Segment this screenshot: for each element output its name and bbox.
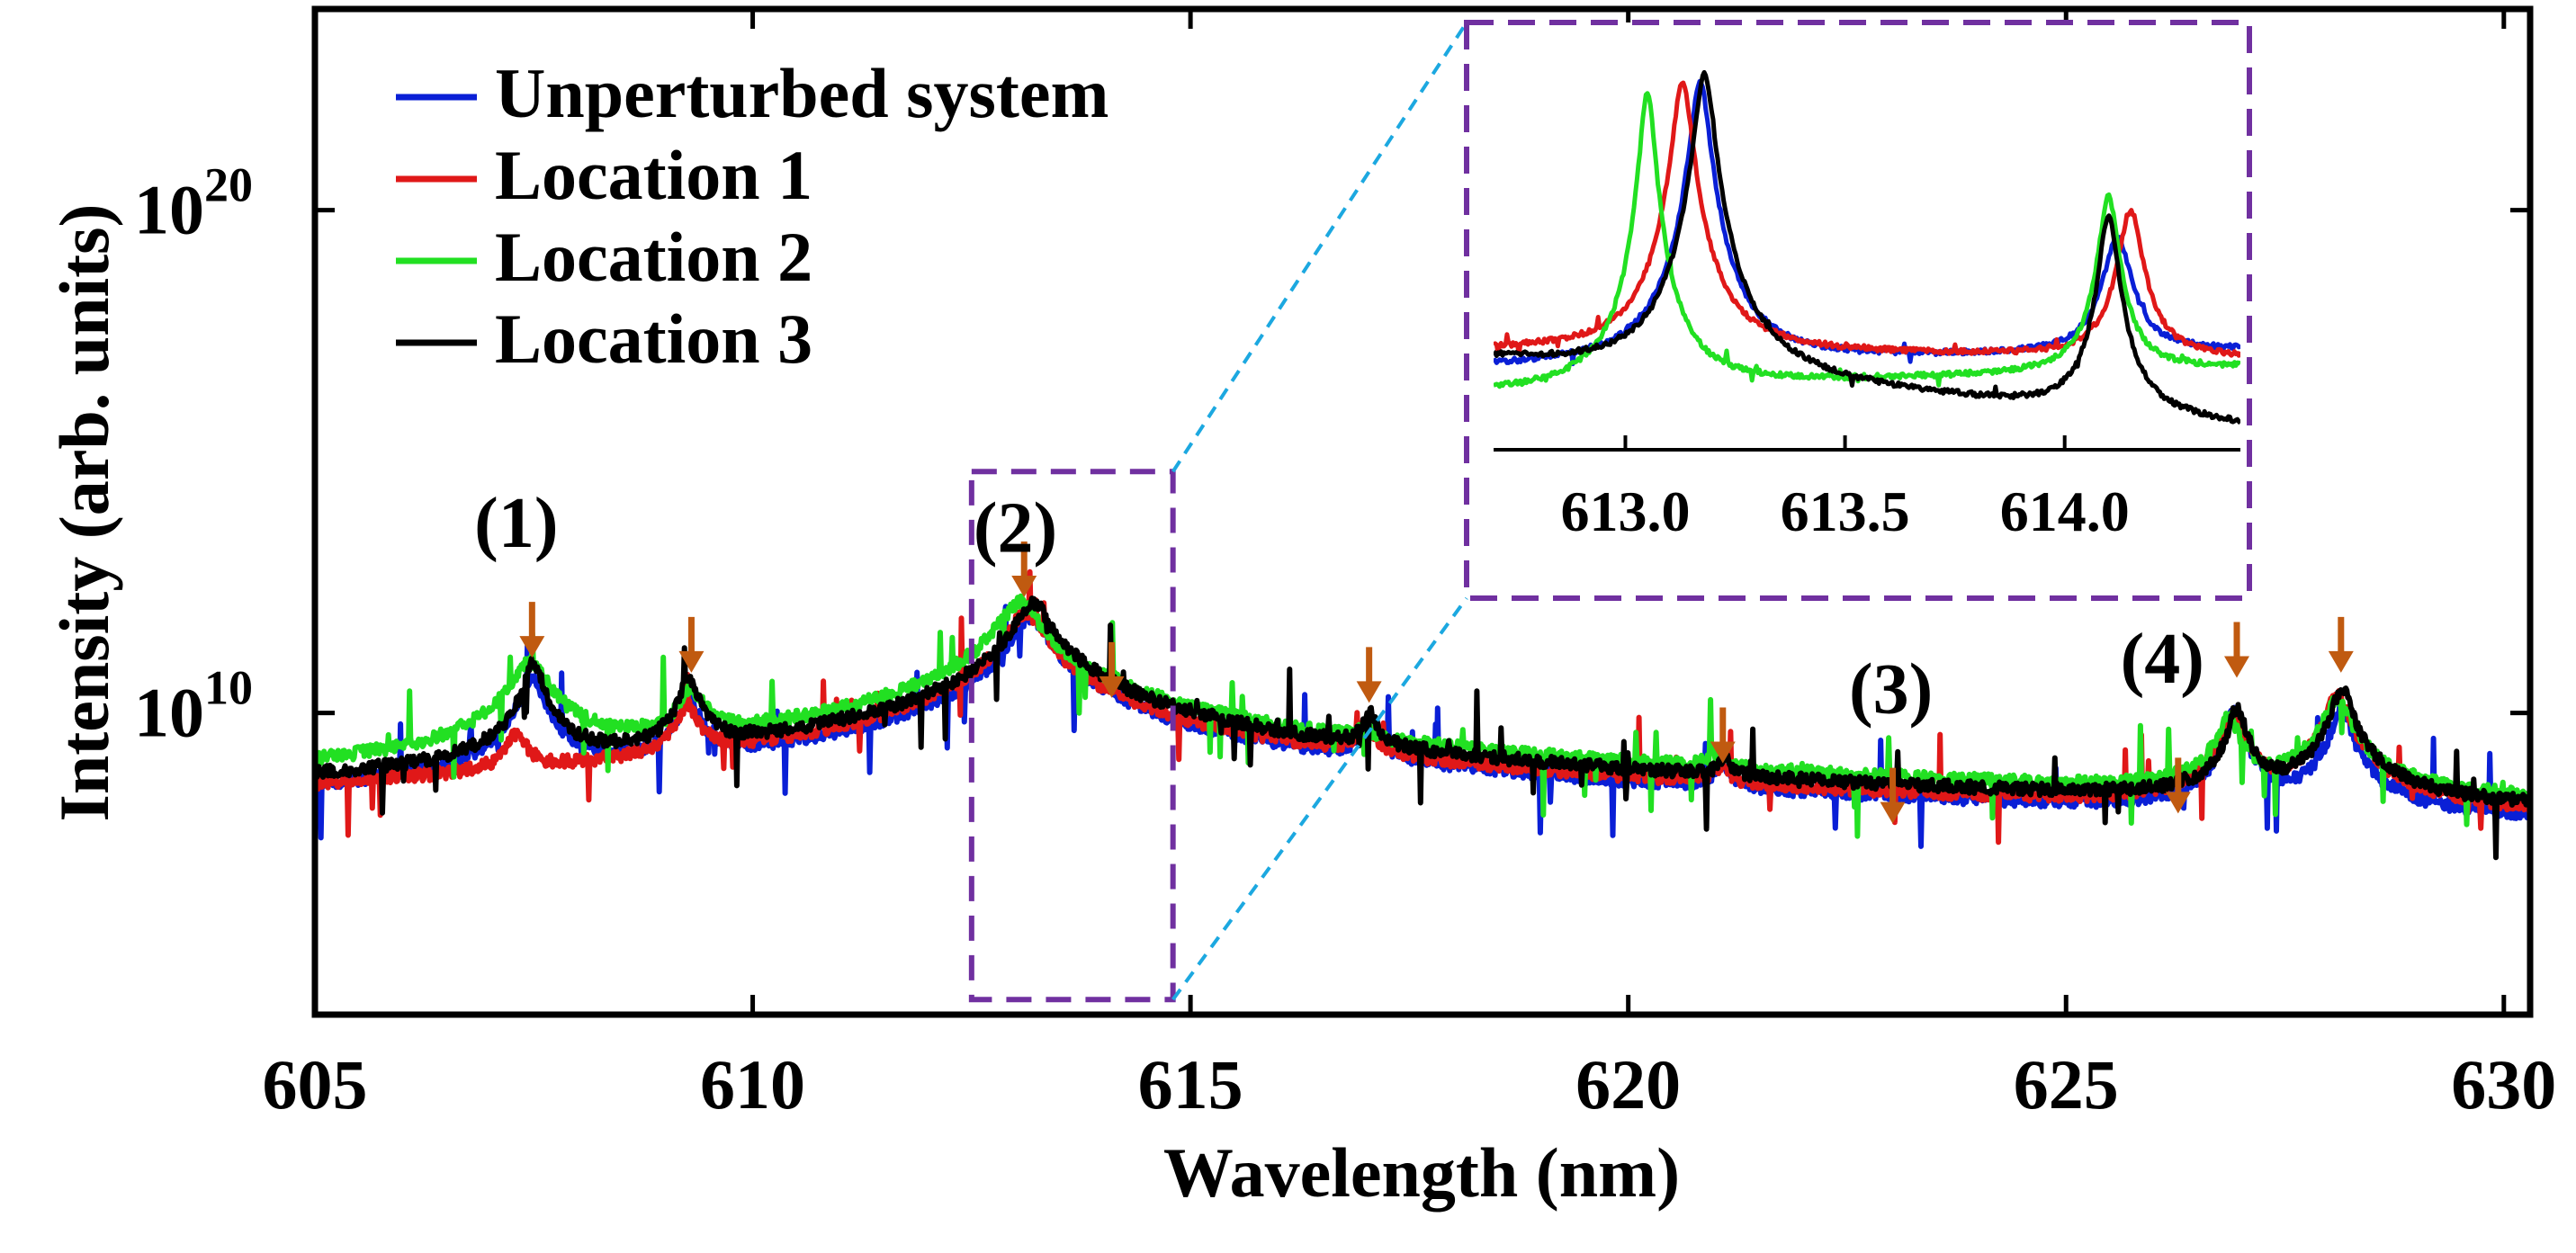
x-tick-label: 625 [2014, 1045, 2119, 1123]
y-tick-label: 1020 [134, 158, 253, 249]
peak-annotations: (1) (2) (3) (4) [474, 484, 2204, 729]
peak-arrow-marker [678, 616, 705, 673]
legend-entry-label: Unperturbed system [495, 54, 1108, 132]
inset-series-group [1494, 69, 2240, 425]
inset-series-line-2 [1494, 80, 2240, 358]
inset-axis-ticks: 613.0 613.5 614.0 [1560, 435, 2130, 543]
peak-arrow-marker [1011, 541, 1037, 598]
y-tick-label: 1010 [134, 661, 253, 752]
peak-arrow-marker [1710, 707, 1736, 764]
inset-x-tick-label: 614.0 [2000, 479, 2130, 543]
peak-annotation-label: (4) [2121, 620, 2204, 699]
zoom-rectangle [968, 469, 1176, 1003]
inset-border [1464, 20, 2252, 601]
peak-annotation-label: (1) [474, 484, 558, 563]
x-tick-label: 605 [263, 1045, 368, 1123]
peak-arrow-marker [2328, 616, 2354, 673]
x-tick-label: 620 [1575, 1045, 1681, 1123]
legend-entry-label: Location 3 [495, 300, 812, 378]
main-series-group [315, 568, 2530, 861]
inset-background [1467, 22, 2249, 598]
x-tick-label: 610 [700, 1045, 805, 1123]
zoom-inset: 613.0 613.5 614.0 [1464, 20, 2252, 601]
main-axes-frame [311, 5, 2534, 1018]
zoom-connector-bottom [1171, 596, 1468, 1001]
legend-entry-label: Location 1 [495, 136, 812, 214]
legend-entry-label: Location 2 [495, 218, 812, 296]
main-plot-area: 605 610 615 620 625 630 1010 1020 (1) (2) (3) (4) [134, 5, 2556, 1123]
zoom-region-box [968, 21, 1468, 1003]
zoom-connector-top [1171, 21, 1468, 473]
peak-markers [519, 541, 2354, 824]
x-tick-label: 615 [1138, 1045, 1243, 1123]
peak-arrow-marker [1099, 641, 1125, 698]
peak-arrow-marker [1356, 647, 1382, 703]
peak-arrow-marker [519, 602, 545, 658]
peak-arrow-marker [1880, 767, 1906, 824]
x-axis-label: Wavelength (nm) [1163, 1133, 1680, 1212]
main-axis-ticks: 605 610 615 620 625 630 1010 1020 [134, 9, 2556, 1123]
y-axis-label: Intensity (arb. units) [45, 204, 123, 822]
peak-annotation-label: (2) [974, 489, 1057, 568]
peak-annotation-label: (3) [1849, 650, 1933, 729]
peak-arrow-marker [2165, 757, 2191, 814]
x-tick-label: 630 [2451, 1045, 2556, 1123]
inset-x-tick-label: 613.5 [1781, 479, 1910, 543]
inset-series-line-4 [1494, 69, 2240, 425]
inset-x-tick-label: 613.0 [1560, 479, 1690, 543]
peak-arrow-marker [2224, 622, 2250, 678]
